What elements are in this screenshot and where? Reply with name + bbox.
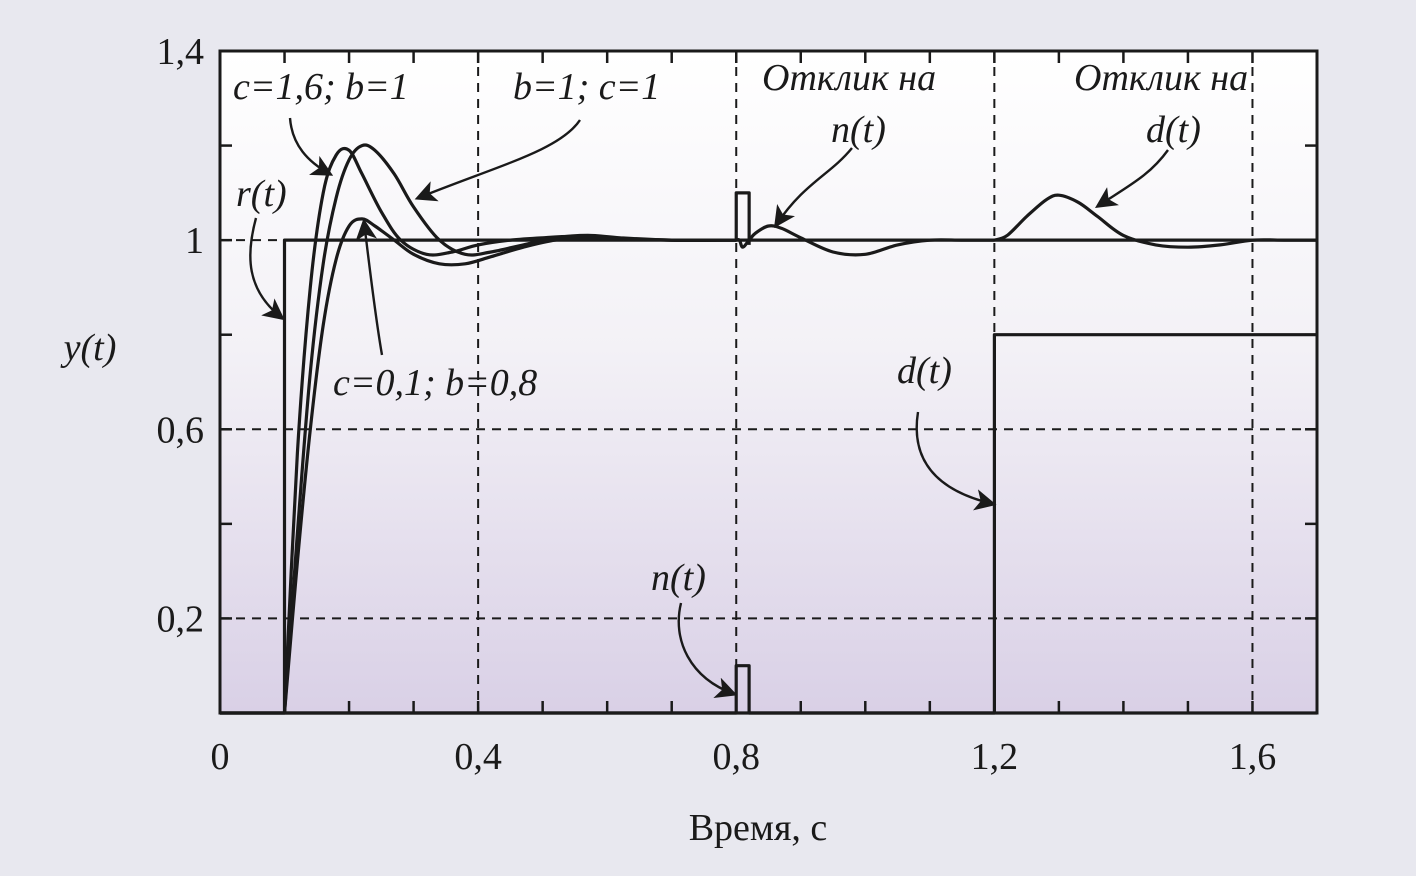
tick-labels: 0 0,4 0,8 1,2 1,6 0,2 0,6 1 1,4 (157, 31, 1277, 778)
y-tick-label: 0,6 (157, 409, 205, 451)
tick-marks (218, 49, 1319, 715)
annotation-arrows (249, 117, 1169, 698)
arrow-b1c1 (414, 119, 581, 202)
annotation-response-n-line1: Отклик на (762, 57, 936, 99)
arrow-response-n (773, 147, 853, 228)
annotation-c16-b1: c=1,6; b=1 (233, 66, 409, 108)
annotation-c01-b08: c=0,1; b=0,8 (333, 362, 537, 404)
annotation-response-n-line2: n(t) (831, 109, 886, 151)
y-tick-label: 0,2 (157, 598, 205, 640)
plot-background (220, 51, 1317, 713)
arrow-response-d (1094, 149, 1169, 208)
plot-frame (218, 49, 1319, 715)
x-axis-title: Время, с (689, 807, 828, 849)
annotation-n: n(t) (651, 557, 706, 599)
annotation-response-d-line1: Отклик на (1074, 57, 1248, 99)
arrow-d (915, 411, 997, 511)
annotation-d: d(t) (897, 350, 952, 392)
y-tick-label: 1,4 (157, 31, 205, 73)
arrow-n (677, 602, 738, 698)
y-axis-title: y(t) (60, 327, 117, 369)
x-tick-label: 0,8 (712, 736, 760, 778)
x-tick-label: 1,6 (1229, 736, 1277, 778)
x-tick-label: 0,4 (454, 736, 502, 778)
x-tick-label: 0 (211, 736, 230, 778)
annotation-response-d-line2: d(t) (1146, 109, 1201, 151)
series-line-5 (993, 193, 1317, 249)
arrow-r (249, 217, 285, 321)
series-line-2 (282, 143, 737, 714)
arrow-c01 (355, 218, 384, 356)
y-tick-label: 1 (185, 220, 204, 262)
arrow-c16 (288, 117, 334, 176)
noise-response-pulse (734, 191, 751, 245)
series-line-4 (735, 224, 995, 257)
annotation-b1-c1: b=1; c=1 (513, 66, 660, 108)
annotation-r: r(t) (236, 173, 287, 215)
series-line-3 (282, 217, 737, 714)
x-tick-label: 1,2 (971, 736, 1019, 778)
